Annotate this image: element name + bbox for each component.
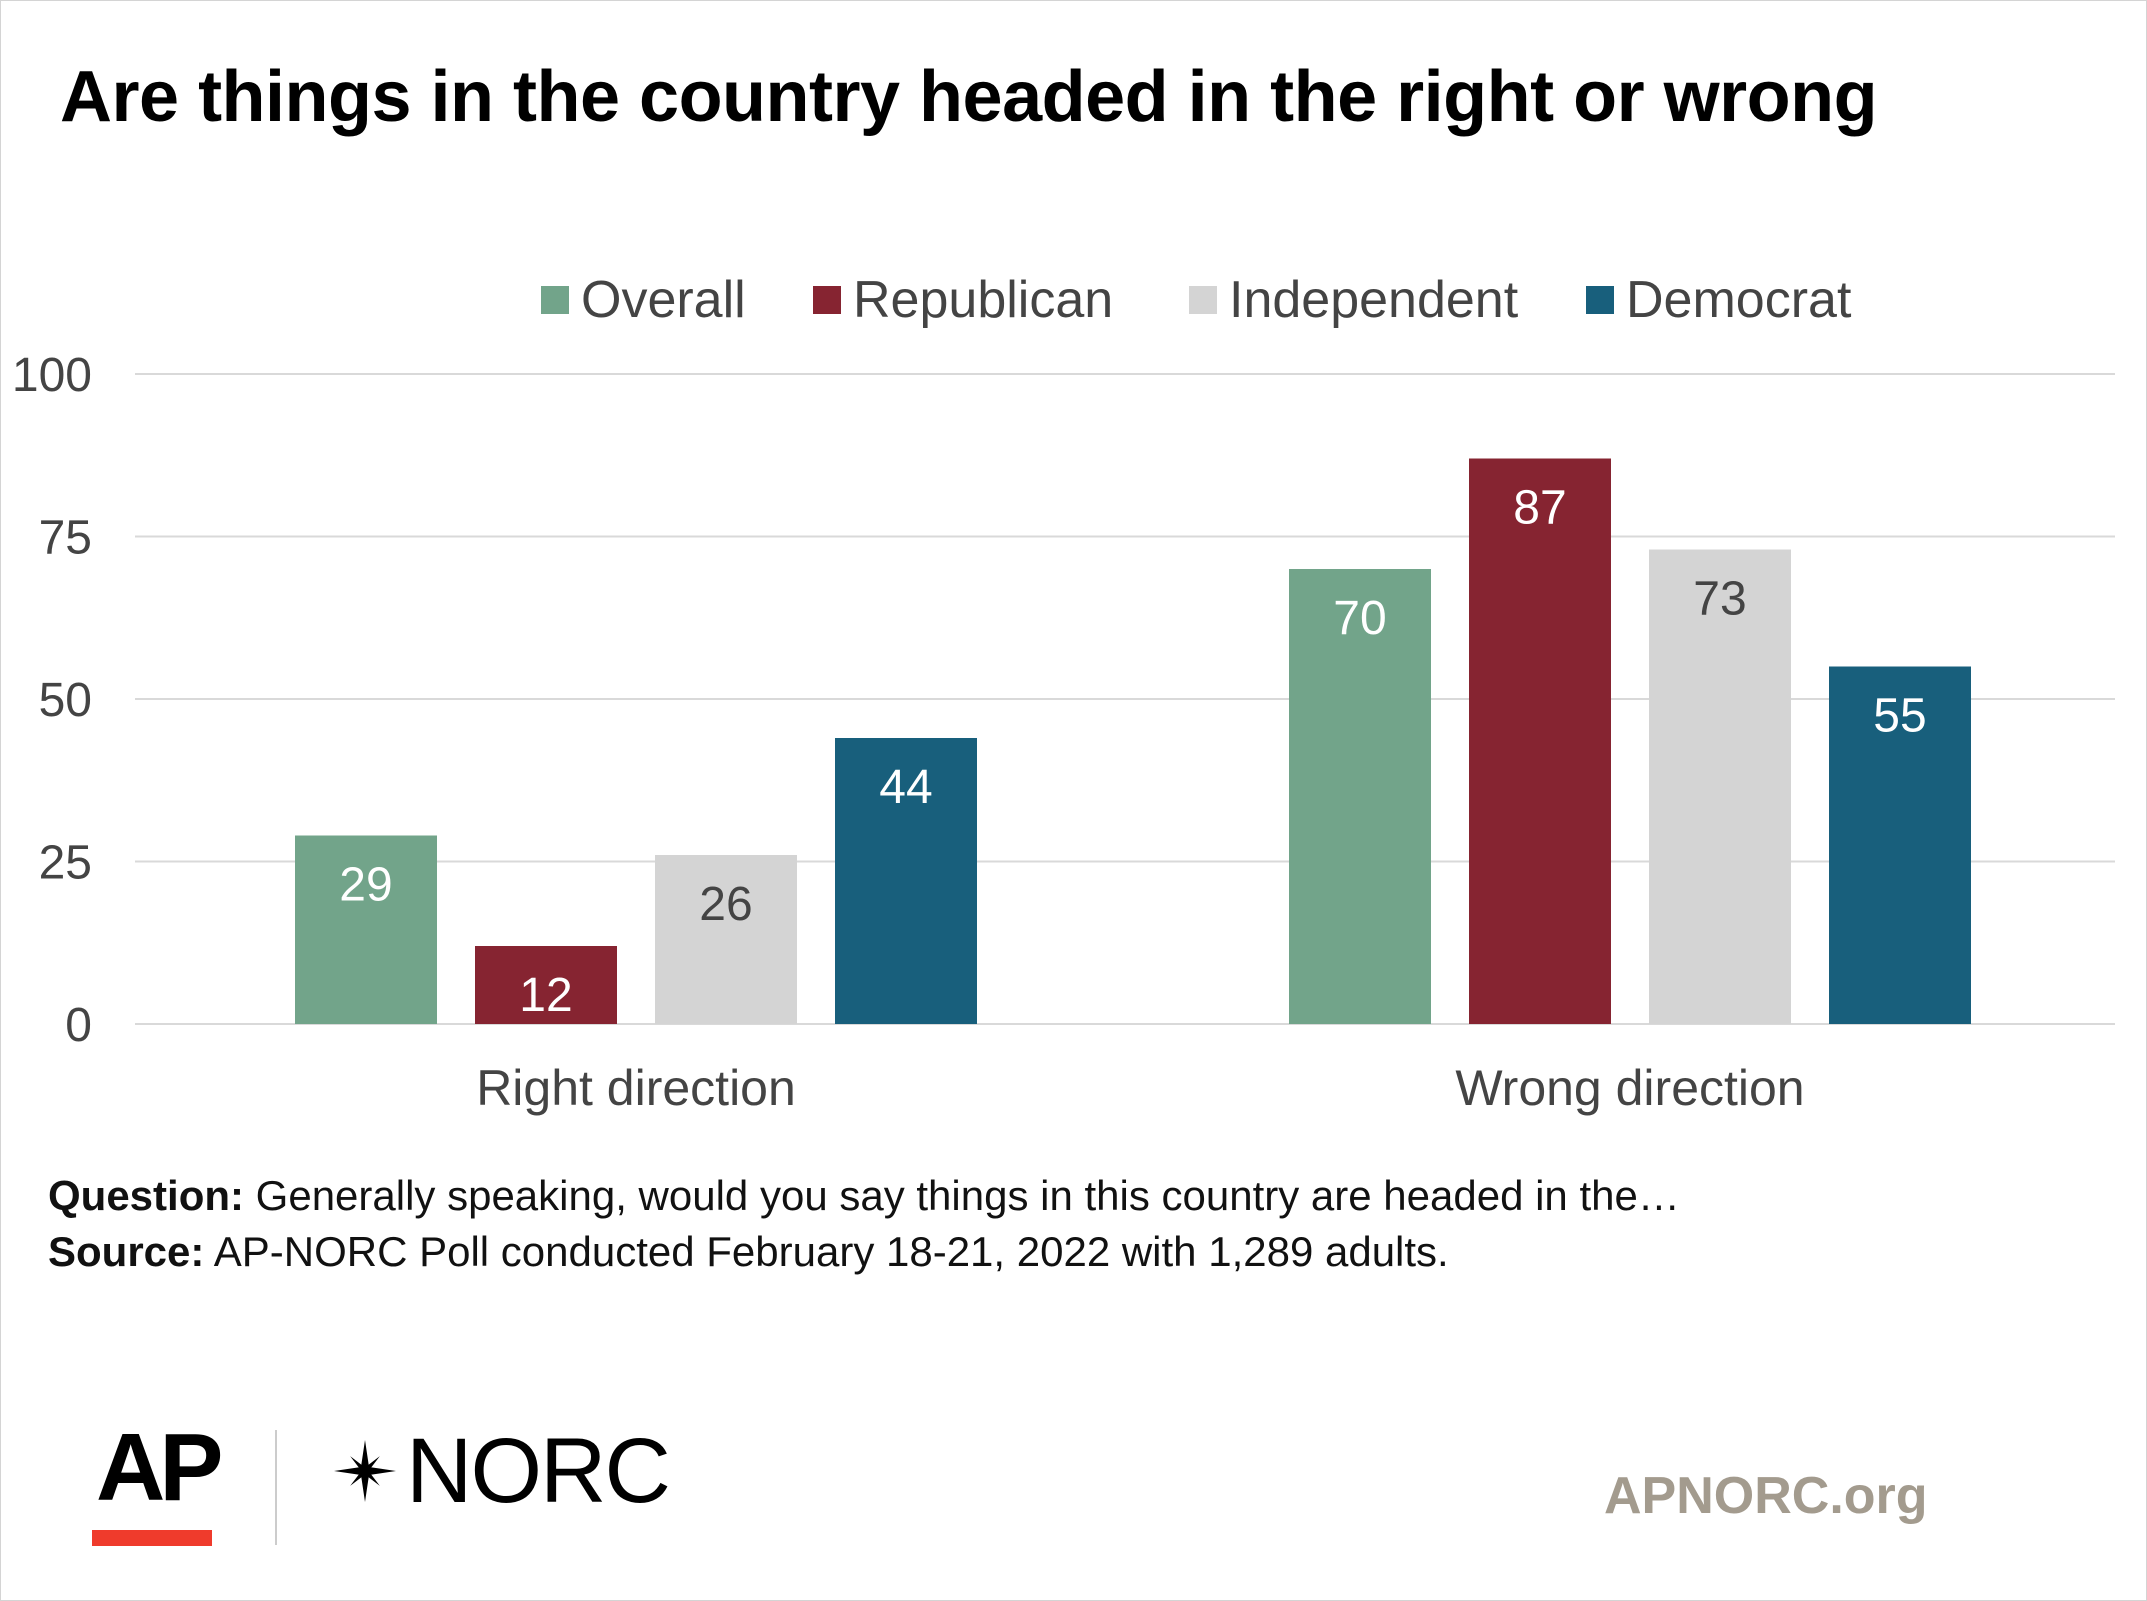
- legend-label: Democrat: [1626, 271, 1852, 329]
- bar: [1289, 569, 1431, 1024]
- site-link[interactable]: APNORC.org: [1604, 1467, 1928, 1525]
- legend-label: Republican: [853, 271, 1114, 329]
- norc-star-icon: [334, 1440, 396, 1502]
- legend-item: Overall: [541, 268, 746, 332]
- question-text: Generally speaking, would you say things…: [244, 1172, 1680, 1219]
- data-label: 29: [339, 859, 392, 912]
- y-tick-label: 50: [39, 674, 92, 727]
- bar: [655, 855, 797, 1024]
- source-text: AP-NORC Poll conducted February 18-21, 2…: [204, 1228, 1449, 1275]
- legend-item: Republican: [813, 268, 1113, 332]
- legend-swatch: [1189, 286, 1217, 314]
- ap-logo: AP: [96, 1414, 223, 1521]
- data-label: 73: [1693, 573, 1746, 626]
- norc-wordmark: NORC: [406, 1420, 671, 1522]
- source-note: Source: AP-NORC Poll conducted February …: [48, 1228, 1449, 1276]
- bar: [1469, 458, 1611, 1024]
- legend-item: Independent: [1189, 268, 1518, 332]
- bar: [1649, 549, 1791, 1024]
- data-label: 70: [1333, 592, 1386, 645]
- y-tick-label: 0: [65, 999, 92, 1052]
- x-category-label: Right direction: [476, 1060, 796, 1116]
- legend-item: Democrat: [1586, 268, 1851, 332]
- bar: [475, 946, 617, 1024]
- data-label: 55: [1873, 690, 1926, 743]
- data-label: 44: [879, 761, 932, 814]
- data-label: 26: [699, 878, 752, 931]
- logo-divider: [275, 1430, 277, 1545]
- legend-swatch: [1586, 286, 1614, 314]
- data-label: 12: [519, 969, 572, 1022]
- question-note: Question: Generally speaking, would you …: [48, 1172, 1680, 1220]
- norc-logo: NORC: [330, 1420, 671, 1522]
- question-label: Question:: [48, 1172, 244, 1219]
- bar: [295, 835, 437, 1024]
- legend-swatch: [541, 286, 569, 314]
- bar: [835, 738, 977, 1024]
- y-tick-label: 100: [12, 349, 92, 402]
- data-label: 87: [1513, 482, 1566, 535]
- bar: [1829, 666, 1971, 1024]
- chart-legend: Overall Republican Independent Democrat: [0, 268, 2147, 332]
- legend-label: Independent: [1229, 271, 1519, 329]
- x-category-label: Wrong direction: [1455, 1060, 1804, 1116]
- chart-title: Are things in the country headed in the …: [60, 57, 1878, 137]
- bar-chart: 0 25 50 75 100 29 12 26 44 Right direction 70 87 73 5…: [12, 349, 2115, 1116]
- source-label: Source:: [48, 1228, 205, 1275]
- y-tick-label: 25: [39, 837, 92, 890]
- y-tick-label: 75: [39, 512, 92, 565]
- legend-label: Overall: [581, 271, 746, 329]
- ap-logo-underline: [92, 1530, 212, 1546]
- legend-swatch: [813, 286, 841, 314]
